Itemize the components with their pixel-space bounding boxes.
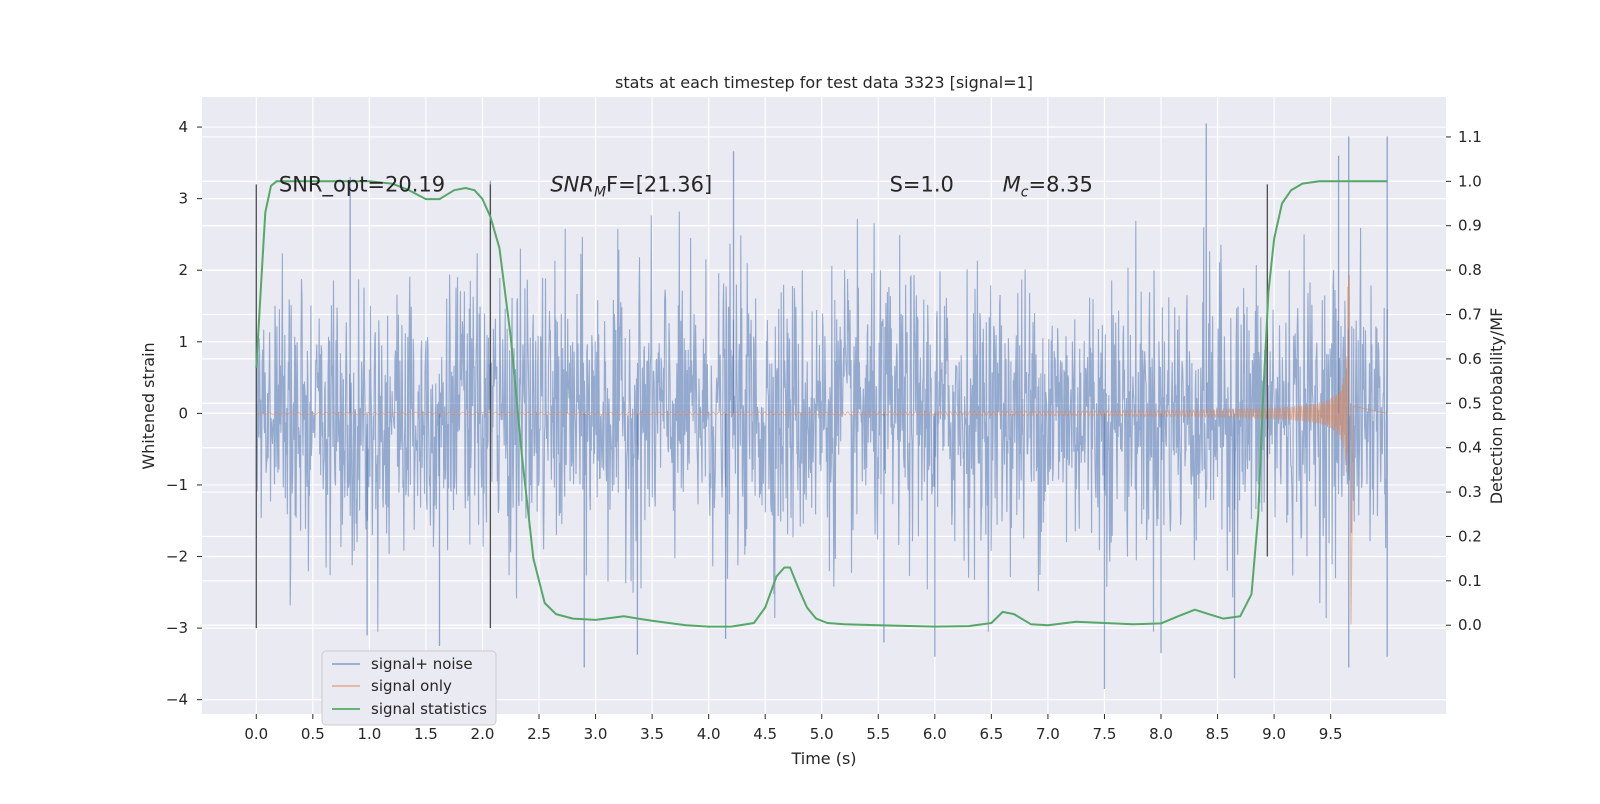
y-right-tick-label: 1.1 (1458, 128, 1482, 146)
x-tick-label: 3.0 (584, 725, 608, 743)
y-tick-label: −4 (166, 691, 188, 709)
legend-label-signal-noise: signal+ noise (371, 655, 473, 673)
y-right-tick-label: 0.8 (1458, 261, 1482, 279)
chart-title: stats at each timestep for test data 332… (615, 73, 1033, 92)
y-right-tick-label: 1.0 (1458, 172, 1482, 190)
y-tick-label: 0 (178, 404, 188, 422)
y-tick-label: −2 (166, 548, 188, 566)
y-right-tick-label: 0.1 (1458, 572, 1482, 590)
x-tick-label: 7.0 (1036, 725, 1060, 743)
annotation: SNR_opt=20.19 (279, 172, 445, 197)
annotations: SNR_opt=20.19 SNRMF=[21.36] S=1.0 Mc=8.35 (279, 172, 1093, 200)
y-tick-label: 4 (178, 118, 188, 136)
x-tick-label: 9.5 (1319, 725, 1343, 743)
tick-labels: 0.0 0.5 1.0 1.5 2.0 2.5 3.0 3.5 4.0 4.5 5.0 5.5 6.0 6… (166, 118, 1482, 743)
y-tick-label: 2 (178, 261, 188, 279)
signal-noise-series (255, 123, 1388, 689)
x-tick-label: 1.5 (414, 725, 438, 743)
y-axis-label: Whitened strain (139, 342, 158, 469)
y-right-tick-label: 0.3 (1458, 483, 1482, 501)
y-right-tick-label: 0.0 (1458, 616, 1482, 634)
x-tick-label: 1.0 (357, 725, 381, 743)
x-tick-label: 0.5 (301, 725, 325, 743)
vertical-markers (255, 184, 1268, 629)
y-right-axis-label: Detection probability/MF (1487, 308, 1506, 505)
x-tick-label: 6.5 (979, 725, 1003, 743)
y-right-tick-label: 0.6 (1458, 350, 1482, 368)
x-tick-label: 5.5 (866, 725, 890, 743)
signal-statistics-series (255, 180, 1388, 628)
signal-statistics-line (255, 180, 1388, 628)
x-tick-label: 9.0 (1262, 725, 1286, 743)
legend-label-signal-only: signal only (371, 677, 452, 695)
annotation: Mc=8.35 (1003, 172, 1093, 200)
signal-only-line (255, 275, 1388, 625)
x-tick-label: 3.5 (640, 725, 664, 743)
y-right-tick-label: 0.9 (1458, 217, 1482, 235)
x-tick-label: 8.5 (1206, 725, 1230, 743)
legend-label-signal-statistics: signal statistics (371, 700, 487, 718)
x-tick-label: 8.0 (1149, 725, 1173, 743)
signal-only-series (255, 275, 1388, 625)
x-axis-label: Time (s) (790, 749, 856, 768)
x-tick-label: 7.5 (1093, 725, 1117, 743)
y-tick-label: −3 (166, 619, 188, 637)
x-tick-label: 5.0 (810, 725, 834, 743)
x-tick-label: 4.0 (697, 725, 721, 743)
y-tick-label: 1 (178, 333, 188, 351)
y-right-tick-label: 0.7 (1458, 306, 1482, 324)
legend: signal+ noise signal only signal statist… (321, 650, 497, 726)
y-tick-label: 3 (178, 190, 188, 208)
y-right-tick-label: 0.2 (1458, 527, 1482, 545)
x-tick-label: 0.0 (244, 725, 268, 743)
annotation: S=1.0 (890, 172, 954, 196)
y-right-tick-label: 0.5 (1458, 394, 1482, 412)
x-tick-label: 4.5 (753, 725, 777, 743)
y-right-tick-label: 0.4 (1458, 439, 1482, 457)
y-tick-label: −1 (166, 476, 188, 494)
x-tick-label: 2.5 (527, 725, 551, 743)
annotation: SNRMF=[21.36] (550, 172, 712, 200)
x-tick-label: 2.0 (471, 725, 495, 743)
signal-noise-line (255, 211, 1388, 632)
x-tick-label: 6.0 (923, 725, 947, 743)
legend-box (321, 650, 497, 726)
